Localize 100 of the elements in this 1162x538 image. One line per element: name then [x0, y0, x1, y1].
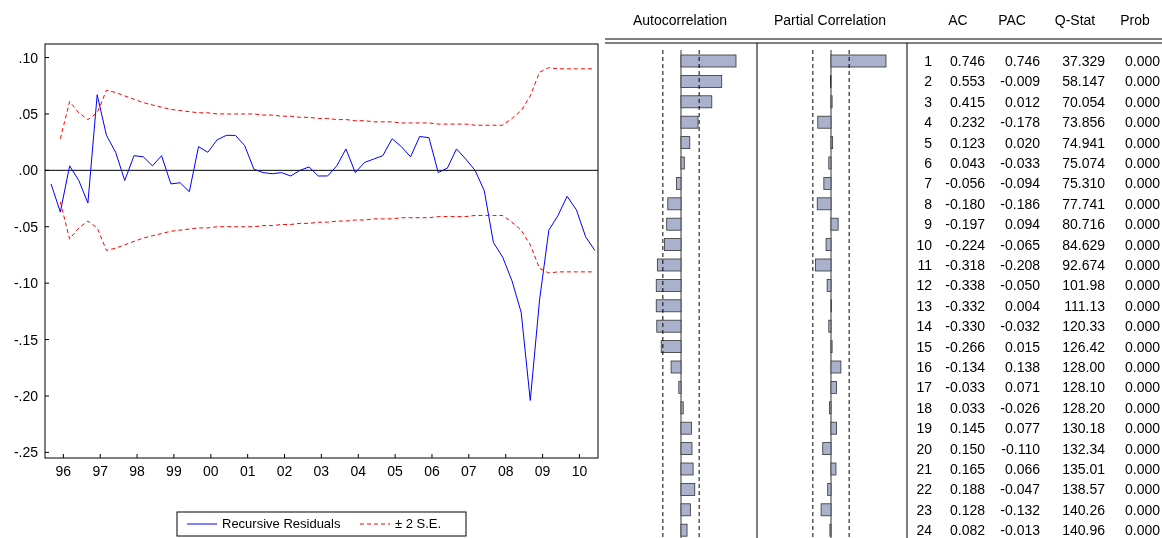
text: 0.043	[949, 155, 986, 171]
y-tick-label: .00	[18, 162, 39, 179]
text: 0.000	[1124, 297, 1161, 314]
text: 0.000	[1124, 73, 1161, 90]
text: -0.032	[1000, 318, 1041, 335]
text: 0.066	[1004, 461, 1041, 477]
chart-title: Autocorrelation	[632, 12, 728, 28]
text: -0.330	[945, 318, 986, 335]
text: 0.077	[1004, 420, 1041, 437]
y-tick-label: 1	[924, 53, 933, 69]
text: 0.000	[1124, 236, 1161, 253]
text: 0.746	[949, 53, 986, 69]
text: 0.000	[1124, 318, 1161, 335]
x-tick-label: 98	[129, 463, 146, 479]
text: 37.329	[1062, 53, 1106, 69]
chart-title: Partial Correlation	[773, 12, 887, 28]
x-tick-label: 07	[461, 463, 477, 479]
legend-label: Recursive Residuals	[222, 516, 341, 531]
text: 0.000	[1124, 175, 1161, 192]
text: -0.065	[1000, 236, 1041, 253]
text: 120.33	[1062, 318, 1106, 335]
y-tick-label: 8	[924, 195, 933, 212]
y-tick-label: 24	[916, 522, 933, 538]
text: -0.026	[1000, 399, 1041, 416]
text: AC	[948, 12, 968, 28]
text: -0.033	[945, 379, 986, 396]
text: PAC	[998, 12, 1026, 28]
x-tick-label: 10	[571, 463, 588, 479]
text: 0.000	[1124, 216, 1161, 233]
text: 70.054	[1062, 93, 1106, 110]
legend-label: ± 2 S.E.	[395, 516, 442, 531]
y-tick-label: -.20	[13, 387, 39, 404]
text: 0.094	[1004, 216, 1041, 233]
text: 0.082	[949, 522, 986, 538]
y-tick-label: 16	[916, 359, 933, 375]
y-tick-label: -.10	[13, 275, 39, 292]
text: 0.746	[1004, 53, 1041, 69]
x-tick-label: 96	[55, 463, 72, 479]
text: -0.318	[945, 257, 986, 273]
text: -0.266	[945, 338, 986, 355]
text: 74.941	[1062, 134, 1106, 151]
y-tick-label: 21	[916, 461, 933, 477]
text: 135.01	[1062, 461, 1106, 477]
text: 140.96	[1062, 522, 1106, 538]
text: 92.674	[1062, 257, 1106, 273]
text: 128.10	[1062, 379, 1106, 396]
y-tick-label: 12	[916, 277, 933, 294]
text: 0.000	[1124, 379, 1161, 396]
text: 0.000	[1124, 134, 1161, 151]
y-tick-label: 13	[916, 297, 933, 314]
y-tick-label: 9	[924, 216, 933, 233]
y-tick-label: 2	[924, 73, 933, 90]
text: 138.57	[1062, 481, 1106, 498]
text: 101.98	[1062, 277, 1106, 294]
text: 0.000	[1124, 522, 1161, 538]
text: 132.34	[1062, 440, 1106, 457]
text: 0.000	[1124, 155, 1161, 171]
text: 0.000	[1124, 93, 1161, 110]
y-tick-label: -.15	[13, 331, 39, 348]
text: 0.232	[949, 114, 986, 131]
text: -0.134	[945, 359, 986, 375]
y-tick-label: 23	[916, 501, 933, 518]
y-tick-label: 5	[924, 134, 933, 151]
y-tick-label: 11	[917, 257, 933, 273]
text: 126.42	[1062, 338, 1106, 355]
text: 0.000	[1124, 338, 1161, 355]
y-tick-label: 17	[916, 379, 933, 396]
y-tick-label: .10	[18, 49, 39, 66]
text: 80.716	[1062, 216, 1106, 233]
text: -0.094	[1000, 175, 1041, 192]
text: 0.000	[1124, 481, 1161, 498]
text: -0.056	[945, 175, 986, 192]
text: -0.009	[1000, 73, 1041, 90]
text: 75.074	[1062, 155, 1106, 171]
y-tick-label: 3	[924, 93, 933, 110]
text: 0.004	[1004, 297, 1041, 314]
text: Q-Stat	[1054, 12, 1096, 28]
x-tick-label: 02	[276, 463, 293, 479]
text: 111.13	[1064, 297, 1106, 314]
text: -0.208	[1000, 257, 1041, 273]
text: 0.015	[1004, 338, 1041, 355]
text: -0.047	[1000, 481, 1041, 498]
text: 0.188	[949, 481, 986, 498]
text: 58.147	[1062, 73, 1106, 90]
text: -0.050	[1000, 277, 1041, 294]
y-tick-label: 6	[924, 155, 933, 171]
text: 0.071	[1004, 379, 1041, 396]
text: -0.332	[945, 297, 986, 314]
text: 0.000	[1124, 114, 1161, 131]
x-tick-label: 99	[166, 463, 182, 479]
text: 0.553	[949, 73, 986, 90]
y-tick-label: 7	[924, 175, 933, 192]
text: 0.000	[1124, 257, 1161, 273]
y-tick-label: 22	[916, 481, 933, 498]
text: 0.415	[949, 93, 986, 110]
x-tick-label: 00	[203, 463, 219, 479]
text: -0.338	[945, 277, 986, 294]
text: 0.000	[1124, 359, 1161, 375]
x-tick-label: 03	[313, 463, 330, 479]
text: Prob	[1120, 12, 1150, 28]
